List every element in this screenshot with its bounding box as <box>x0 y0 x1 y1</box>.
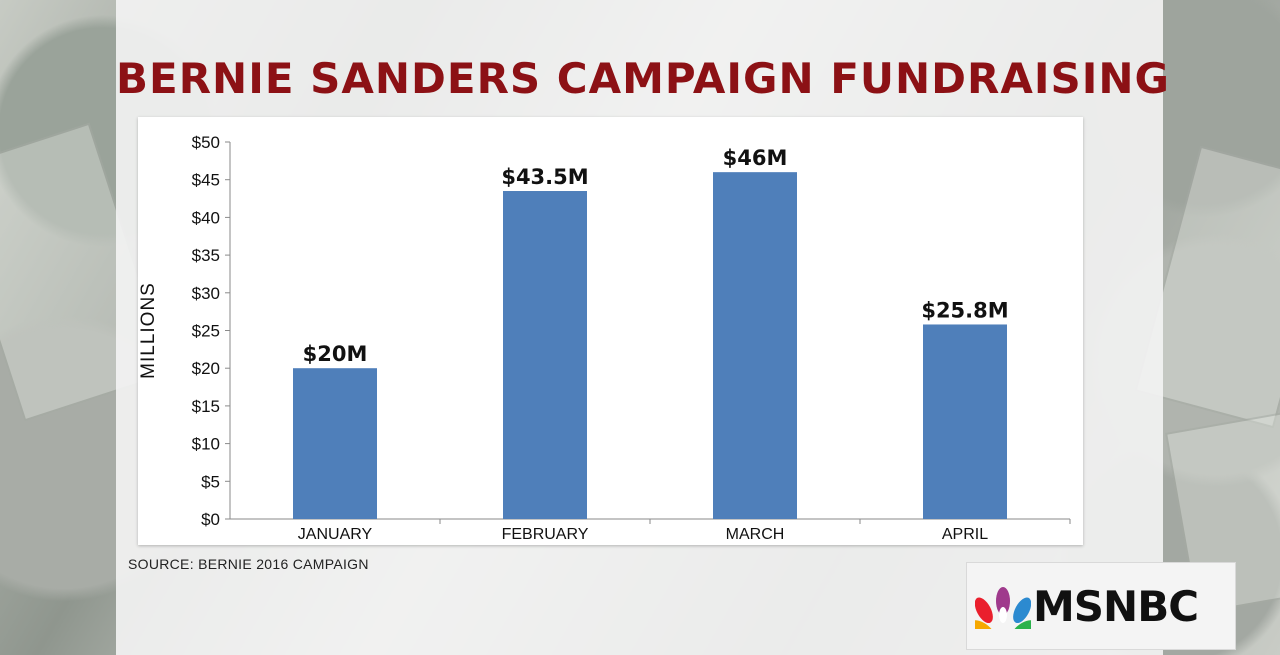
y-tick-label: $25 <box>192 322 220 341</box>
y-tick-label: $5 <box>201 472 220 491</box>
y-tick-label: $40 <box>192 208 220 227</box>
x-tick-label: APRIL <box>942 526 988 543</box>
x-tick-label: JANUARY <box>298 526 373 543</box>
logo-text: MSNBC <box>1033 582 1199 631</box>
y-tick-label: $15 <box>192 397 220 416</box>
bar-chart: $0 $5 $10 $15 $20 $25 $30 $35 $40 $45 $50 MILLIONS $… <box>138 133 1071 543</box>
y-tick-label: $30 <box>192 284 220 303</box>
y-tick-label: $10 <box>192 435 220 454</box>
bar <box>293 368 377 519</box>
msnbc-logo: MSNBC <box>966 562 1236 650</box>
x-tick-label: FEBRUARY <box>502 526 589 543</box>
peacock-icon <box>975 587 1031 629</box>
x-tick-label: MARCH <box>726 526 785 543</box>
source-note: SOURCE: BERNIE 2016 CAMPAIGN <box>128 556 369 572</box>
bar <box>923 324 1007 519</box>
y-tick-label: $35 <box>192 246 220 265</box>
data-label: $43.5M <box>501 165 588 189</box>
data-label: $25.8M <box>921 298 1008 322</box>
y-tick-label: $20 <box>192 359 220 378</box>
bar <box>503 191 587 519</box>
bar <box>713 172 797 519</box>
y-tick-label: $50 <box>192 133 220 152</box>
chart-area: $0 $5 $10 $15 $20 $25 $30 $35 $40 $45 $50 MILLIONS $… <box>138 117 1083 545</box>
y-tick-label: $0 <box>201 510 220 529</box>
chart-title: BERNIE SANDERS CAMPAIGN FUNDRAISING <box>116 54 1171 103</box>
y-tick-label: $45 <box>192 171 220 190</box>
data-label: $20M <box>303 342 368 366</box>
data-label: $46M <box>723 146 788 170</box>
y-axis-label: MILLIONS <box>138 282 159 379</box>
